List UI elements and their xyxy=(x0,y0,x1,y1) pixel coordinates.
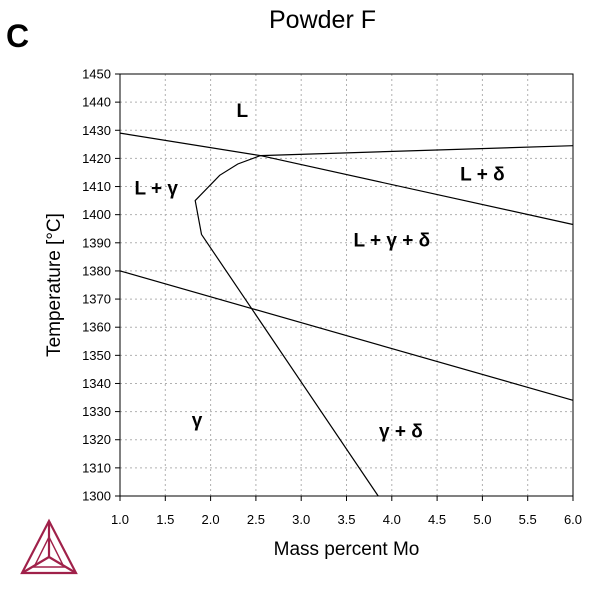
axis-ticks: 1.0 1.5 2.0 2.5 3.0 3.5 4.0 4.5 5.0 5.5 6.0 1300 131… xyxy=(82,67,582,528)
thermo-calc-triangle-logo xyxy=(20,518,78,575)
x-tick-label: 2.0 xyxy=(202,512,220,527)
panel-letter: C xyxy=(6,18,30,54)
y-tick-label: 1420 xyxy=(82,151,111,166)
y-tick-label: 1380 xyxy=(82,263,111,278)
y-tick-label: 1360 xyxy=(82,320,111,335)
x-tick-label: 5.0 xyxy=(473,512,491,527)
phase-region-label: L + δ xyxy=(460,164,504,185)
x-tick-label: 3.5 xyxy=(337,512,355,527)
y-tick-label: 1320 xyxy=(82,432,111,447)
x-tick-label: 2.5 xyxy=(247,512,265,527)
phase-region-label: γ + δ xyxy=(379,422,423,443)
y-tick-label: 1450 xyxy=(82,67,111,82)
phase-region-label: γ xyxy=(192,410,203,431)
x-tick-label: 4.5 xyxy=(428,512,446,527)
grid xyxy=(119,73,574,497)
y-tick-label: 1440 xyxy=(82,95,111,110)
phase-boundary-line xyxy=(260,145,574,157)
y-tick-label: 1330 xyxy=(82,404,111,419)
y-tick-label: 1370 xyxy=(82,292,111,307)
phase-boundaries xyxy=(119,132,574,497)
x-tick-label: 3.0 xyxy=(292,512,310,527)
x-tick-label: 4.0 xyxy=(383,512,401,527)
y-tick-label: 1300 xyxy=(82,489,111,504)
y-tick-label: 1310 xyxy=(82,460,111,475)
phase-boundary-line xyxy=(194,155,379,497)
phase-region-label: L + γ xyxy=(134,178,178,199)
x-tick-label: 1.5 xyxy=(156,512,174,527)
x-tick-label: 1.0 xyxy=(111,512,129,527)
phase-region-label: L + γ + δ xyxy=(353,230,430,251)
chart-title: Powder F xyxy=(269,6,376,34)
x-tick-label: 5.5 xyxy=(519,512,537,527)
phase-region-label: L xyxy=(237,101,249,122)
x-tick-label: 6.0 xyxy=(564,512,582,527)
y-tick-label: 1350 xyxy=(82,348,111,363)
y-tick-label: 1430 xyxy=(82,123,111,138)
y-tick-label: 1400 xyxy=(82,207,111,222)
x-axis-label: Mass percent Mo xyxy=(274,539,420,560)
y-tick-label: 1410 xyxy=(82,179,111,194)
y-axis-label: Temperature [°C] xyxy=(44,213,65,357)
y-tick-label: 1340 xyxy=(82,376,111,391)
phase-boundary-line xyxy=(119,270,574,401)
y-tick-label: 1390 xyxy=(82,235,111,250)
phase-region-labels: L L + γ L + δ L + γ + δ γ γ + δ xyxy=(134,101,504,443)
